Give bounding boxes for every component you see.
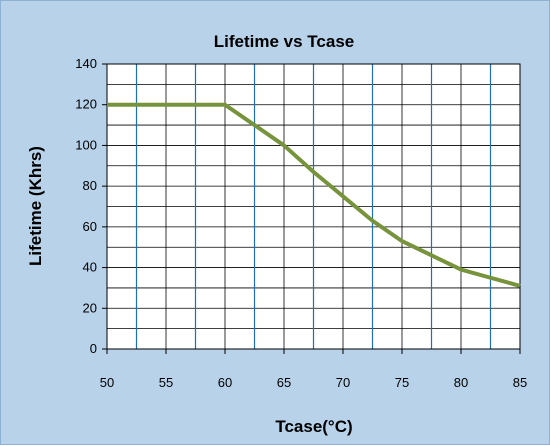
y-tick-label: 0 [90, 341, 97, 356]
x-tick-label: 80 [454, 375, 468, 390]
chart-title: Lifetime vs Tcase [214, 32, 354, 51]
x-tick-label: 60 [218, 375, 232, 390]
y-tick-label: 20 [83, 300, 97, 315]
y-tick-label: 120 [75, 97, 97, 112]
x-axis-title: Tcase(°C) [275, 417, 352, 436]
y-tick-label: 100 [75, 137, 97, 152]
plot-border [106, 63, 521, 350]
y-tick-label: 140 [75, 56, 97, 71]
lifetime-series-line [107, 102, 521, 288]
x-tick-label: 75 [395, 375, 409, 390]
tick-layer: 0 20 40 60 80 100 120 140 50 55 60 65 70 75 80 85 [75, 56, 527, 390]
y-tick-label: 40 [83, 260, 97, 275]
x-tick-label: 55 [159, 375, 173, 390]
x-tick-label: 50 [100, 375, 114, 390]
y-tick-label: 80 [83, 178, 97, 193]
x-tick-label: 65 [277, 375, 291, 390]
x-tick-label: 70 [336, 375, 350, 390]
series-layer [107, 102, 521, 288]
axis-layer [102, 63, 521, 354]
y-axis-title: Lifetime (Khrs) [26, 146, 45, 266]
y-tick-label: 60 [83, 219, 97, 234]
x-tick-label: 85 [513, 375, 527, 390]
